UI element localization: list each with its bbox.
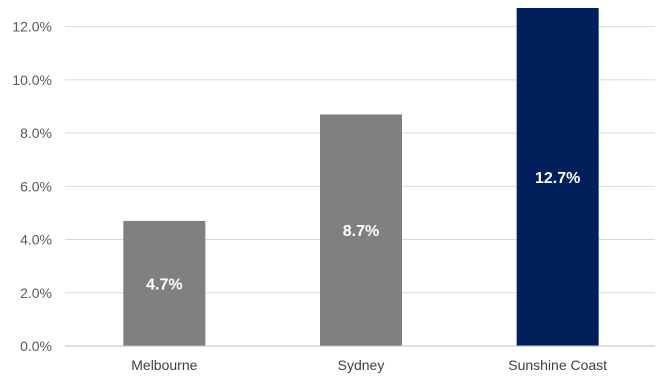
y-tick-label: 0.0% [20, 338, 52, 354]
x-axis-labels: Melbourne Sydney Sunshine Coast [131, 357, 607, 373]
y-tick-label: 4.0% [20, 232, 52, 248]
bar [123, 220, 206, 346]
x-tick-label: Melbourne [131, 357, 197, 373]
y-tick-label: 8.0% [20, 125, 52, 141]
bar [320, 114, 402, 346]
y-tick-label: 12.0% [12, 19, 52, 35]
data-label: 4.7% [146, 276, 182, 293]
y-tick-label: 2.0% [20, 285, 52, 301]
data-label: 12.7% [535, 170, 580, 187]
y-axis-ticks: 0.0% 2.0% 4.0% 6.0% 8.0% 10.0% 12.0% [12, 19, 52, 354]
x-tick-label: Sydney [338, 357, 385, 373]
y-tick-label: 6.0% [20, 178, 52, 194]
x-tick-label: Sunshine Coast [508, 357, 607, 373]
data-label: 8.7% [343, 223, 379, 240]
y-tick-label: 10.0% [12, 72, 52, 88]
bar [516, 8, 599, 346]
bars [123, 8, 599, 346]
data-labels: 4.7% 8.7% 12.7% [146, 170, 580, 293]
